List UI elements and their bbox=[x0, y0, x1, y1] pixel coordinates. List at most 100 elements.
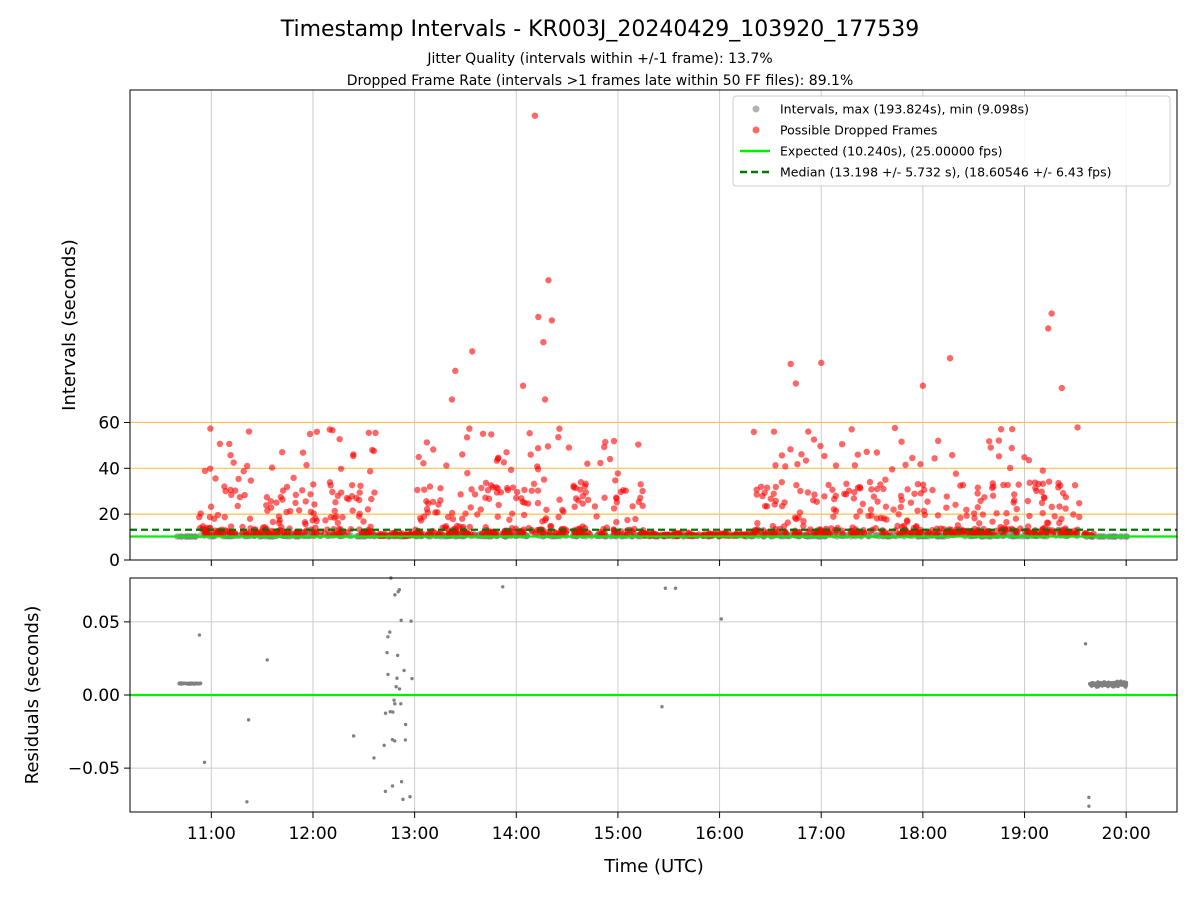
dropped-frame-point bbox=[830, 506, 838, 513]
dropped-frame-point bbox=[487, 482, 495, 489]
dropped-frame-point bbox=[212, 475, 219, 482]
legend-label-expected: Expected (10.240s), (25.00000 fps) bbox=[780, 144, 1002, 159]
dropped-frame-point bbox=[867, 506, 875, 513]
dropped-frame-point bbox=[423, 439, 431, 446]
residual-point bbox=[1106, 683, 1111, 687]
dropped-frame-point bbox=[675, 529, 682, 537]
dropped-frame-point bbox=[365, 429, 373, 436]
dropped-frame-outlier bbox=[792, 380, 800, 387]
dropped-frame-point bbox=[612, 477, 619, 484]
dropped-frame-point bbox=[829, 486, 836, 493]
dropped-frame-point bbox=[880, 515, 887, 522]
dropped-frame-point bbox=[313, 517, 320, 525]
dropped-frame-point bbox=[348, 481, 356, 489]
dropped-frame-point bbox=[957, 514, 964, 521]
dropped-frame-point bbox=[339, 514, 346, 521]
x-tick-label: 12:00 bbox=[288, 824, 337, 844]
dropped-frame-outlier bbox=[919, 382, 927, 389]
dropped-frame-point bbox=[263, 494, 271, 501]
dropped-frame-point bbox=[484, 487, 492, 494]
dropped-frame-point bbox=[302, 498, 309, 505]
chart-subtitle-dropped: Dropped Frame Rate (intervals >1 frames … bbox=[347, 73, 854, 89]
dropped-frame-point bbox=[979, 511, 987, 518]
dropped-frame-point bbox=[437, 497, 444, 504]
dropped-frame-point bbox=[1076, 499, 1083, 507]
dropped-frame-point bbox=[853, 513, 860, 520]
dropped-frame-point bbox=[459, 451, 466, 458]
dropped-frame-point bbox=[528, 487, 535, 494]
dropped-frame-point bbox=[989, 492, 997, 499]
dropped-frame-point bbox=[570, 484, 577, 491]
dropped-frame-point bbox=[1071, 482, 1079, 489]
dropped-frame-point bbox=[306, 430, 314, 438]
dropped-frame-point bbox=[478, 484, 485, 492]
dropped-frame-point bbox=[575, 497, 582, 504]
dropped-frame-point bbox=[468, 486, 475, 493]
dropped-frame-point bbox=[521, 486, 528, 494]
dropped-frame-point bbox=[560, 508, 567, 515]
dropped-frame-point bbox=[370, 447, 378, 455]
dropped-frame-point bbox=[929, 486, 936, 494]
dropped-frame-point bbox=[530, 480, 538, 488]
dropped-frame-point bbox=[897, 492, 905, 500]
residual-outlier bbox=[265, 658, 269, 662]
residual-outlier bbox=[202, 760, 207, 764]
residual-outlier bbox=[1083, 642, 1088, 646]
dropped-frame-point bbox=[458, 515, 466, 522]
residual-outlier bbox=[372, 756, 376, 760]
dropped-frame-point bbox=[920, 486, 928, 494]
dropped-frame-point bbox=[851, 488, 858, 496]
dropped-frame-point bbox=[599, 529, 607, 536]
dropped-frame-point bbox=[326, 426, 333, 433]
dropped-frame-point bbox=[804, 489, 812, 496]
dropped-frame-point bbox=[854, 451, 862, 458]
dropped-frame-point bbox=[240, 468, 247, 475]
dropped-frame-point bbox=[482, 479, 490, 487]
residual-point bbox=[383, 789, 388, 794]
dropped-frame-point bbox=[207, 503, 215, 510]
residual-outlier bbox=[197, 633, 202, 637]
dropped-frame-point bbox=[437, 485, 444, 492]
dropped-frame-point bbox=[303, 461, 310, 469]
dropped-frame-point bbox=[602, 438, 609, 446]
dropped-frame-point bbox=[780, 523, 788, 530]
dropped-frame-point bbox=[334, 519, 342, 527]
residual-point bbox=[386, 672, 390, 677]
dropped-frame-point bbox=[492, 484, 500, 491]
legend-label-median: Median (13.198 +/- 5.732 s), (18.60546 +… bbox=[780, 165, 1111, 180]
residual-point bbox=[386, 635, 390, 639]
dropped-frame-point bbox=[995, 453, 1003, 460]
dropped-frame-point bbox=[234, 502, 241, 510]
dropped-frame-point bbox=[479, 430, 487, 437]
residual-point bbox=[385, 650, 389, 655]
dropped-frame-point bbox=[796, 509, 804, 516]
dropped-frame-point bbox=[571, 503, 578, 510]
dropped-frame-point bbox=[287, 530, 295, 537]
dropped-frame-point bbox=[1049, 530, 1057, 537]
dropped-frame-point bbox=[757, 483, 765, 490]
dropped-frame-point bbox=[1070, 511, 1077, 518]
dropped-frame-point bbox=[778, 478, 785, 486]
residual-point bbox=[382, 743, 386, 748]
residual-point bbox=[410, 676, 414, 681]
dropped-frame-point bbox=[1074, 424, 1081, 431]
dropped-frame-point bbox=[269, 518, 277, 526]
legend-marker-dropped bbox=[752, 126, 760, 134]
dropped-frame-point bbox=[976, 520, 983, 527]
dropped-frame-point bbox=[518, 495, 525, 502]
dropped-frame-point bbox=[500, 459, 508, 466]
dropped-frame-point bbox=[1003, 510, 1010, 517]
dropped-frame-point bbox=[873, 449, 881, 456]
dropped-frame-point bbox=[1008, 425, 1016, 433]
dropped-frame-point bbox=[579, 500, 586, 507]
dropped-frame-point bbox=[512, 494, 520, 502]
dropped-frame-point bbox=[534, 463, 541, 470]
dropped-frame-point bbox=[273, 499, 280, 506]
dropped-frame-point bbox=[874, 498, 881, 505]
dropped-frame-point bbox=[338, 530, 345, 537]
dropped-frame-point bbox=[1056, 519, 1063, 527]
dropped-frame-point bbox=[1059, 526, 1066, 534]
dropped-frame-point bbox=[865, 512, 872, 520]
residual-point bbox=[409, 619, 413, 623]
x-axis-label: Time (UTC) bbox=[603, 856, 704, 877]
